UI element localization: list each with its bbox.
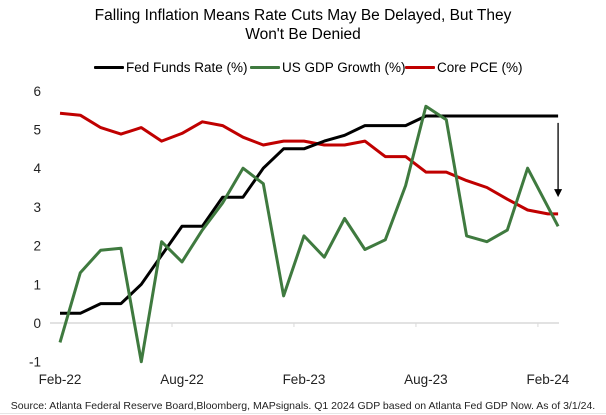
- y-axis: -1 0 1 2 3 4 5 6: [29, 84, 42, 370]
- y-tick-label: 3: [33, 200, 41, 215]
- legend-label-us-gdp-growth: US GDP Growth (%): [282, 60, 406, 75]
- y-tick-label: 0: [33, 316, 41, 331]
- fed-funds-rate-line: [60, 114, 559, 315]
- annotation-arrow-head-icon: [554, 189, 563, 198]
- source-footnote: Source: Atlanta Federal Reserve Board,Bl…: [10, 400, 596, 412]
- x-tick-label: Aug-23: [404, 372, 448, 387]
- legend-swatch-us-gdp-growth: [250, 66, 280, 69]
- chart-title-line-2: Won't Be Denied: [245, 26, 361, 43]
- legend-label-core-pce: Core PCE (%): [437, 60, 523, 75]
- bottom-divider: [0, 413, 606, 414]
- x-axis: Feb-22 Aug-22 Feb-23 Aug-23 Feb-24: [39, 322, 570, 387]
- y-tick-label: 4: [33, 161, 41, 176]
- legend-swatch-core-pce: [405, 66, 435, 69]
- legend-item-core-pce: Core PCE (%): [405, 60, 523, 75]
- y-tick-label: -1: [29, 355, 41, 370]
- x-tick-label: Aug-22: [160, 372, 204, 387]
- y-tick-label: 1: [33, 277, 41, 292]
- us-gdp-growth-line: [58, 104, 560, 364]
- y-tick-label: 5: [33, 123, 41, 138]
- x-tick-label: Feb-22: [39, 372, 82, 387]
- legend-label-fed-funds-rate: Fed Funds Rate (%): [126, 60, 248, 75]
- legend-item-fed-funds-rate: Fed Funds Rate (%): [94, 60, 248, 75]
- legend-item-us-gdp-growth: US GDP Growth (%): [250, 60, 406, 75]
- annotations: [554, 122, 563, 198]
- core-pce-line: [59, 111, 559, 216]
- legend-swatch-fed-funds-rate: [94, 66, 124, 69]
- y-tick-label: 2: [33, 239, 41, 254]
- legend: Fed Funds Rate (%) US GDP Growth (%) Cor…: [0, 60, 606, 78]
- x-tick-label: Feb-23: [283, 372, 326, 387]
- series-lines: [58, 104, 560, 364]
- chart-title: Falling Inflation Means Rate Cuts May Be…: [0, 6, 606, 44]
- chart-title-line-1: Falling Inflation Means Rate Cuts May Be…: [94, 7, 512, 24]
- x-tick-label: Feb-24: [527, 372, 570, 387]
- y-tick-label: 6: [33, 84, 41, 99]
